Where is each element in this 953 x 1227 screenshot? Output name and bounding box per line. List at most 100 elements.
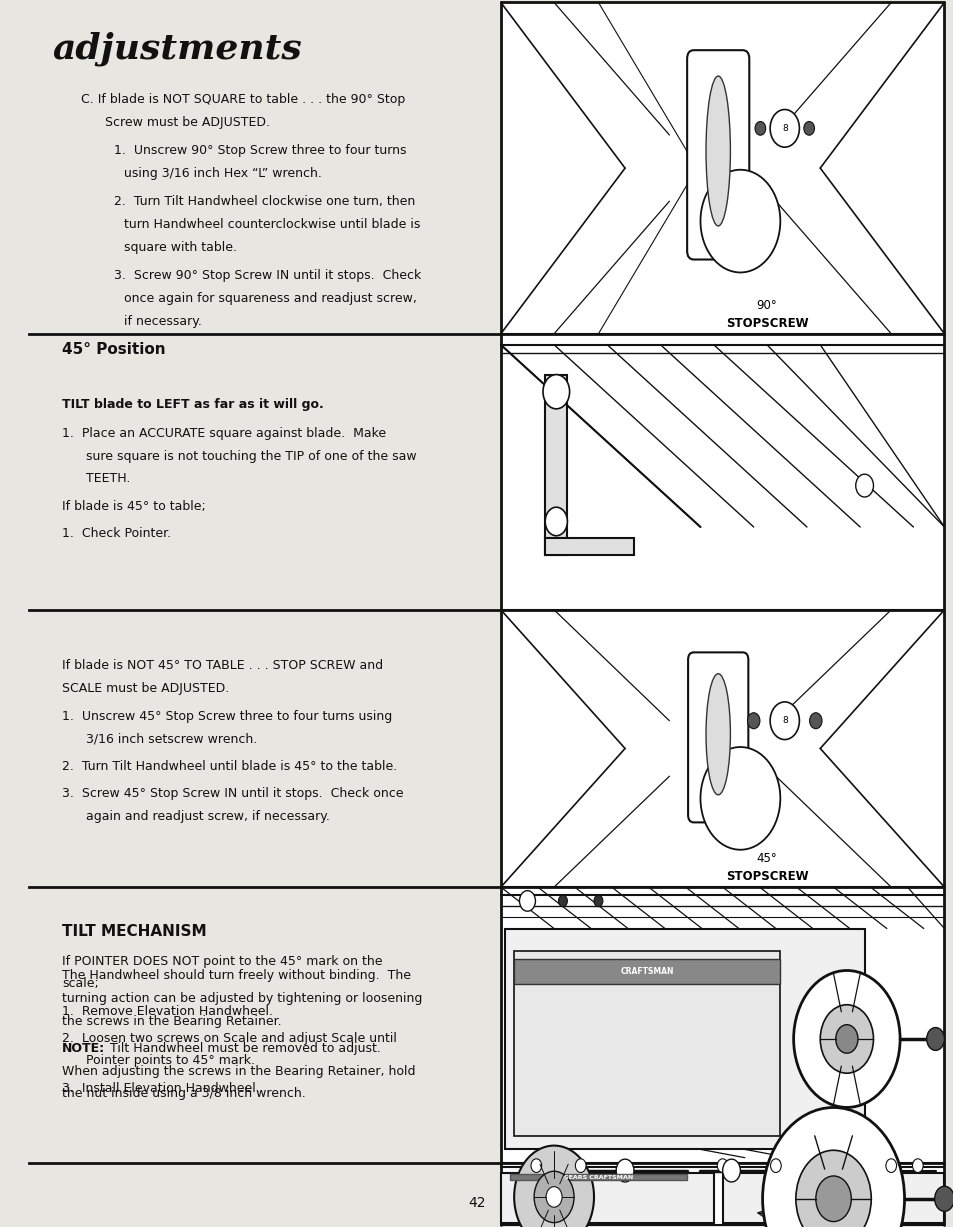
FancyBboxPatch shape [686, 50, 748, 260]
Bar [500, 1173, 713, 1223]
Circle shape [769, 702, 799, 740]
Text: the nut inside using a 3/8 inch wrench.: the nut inside using a 3/8 inch wrench. [62, 1087, 306, 1101]
Circle shape [795, 1150, 870, 1227]
Text: If blade is 45° to table;: If blade is 45° to table; [62, 499, 206, 513]
Circle shape [925, 1027, 943, 1050]
Text: 1.  Check Pointer.: 1. Check Pointer. [62, 526, 171, 540]
Text: TWO SCREWS: TWO SCREWS [798, 1222, 866, 1227]
Text: SEARS CRAFTSMAN: SEARS CRAFTSMAN [563, 1174, 633, 1180]
Circle shape [575, 1158, 585, 1173]
Text: turn Handwheel counterclockwise until blade is: turn Handwheel counterclockwise until bl… [124, 218, 420, 231]
Circle shape [809, 713, 821, 729]
Circle shape [594, 896, 602, 907]
Text: TILT blade to LEFT as far as it will go.: TILT blade to LEFT as far as it will go. [62, 398, 323, 411]
Text: 45° Position: 45° Position [62, 342, 166, 357]
Circle shape [519, 891, 535, 912]
Circle shape [793, 971, 899, 1108]
Text: If POINTER DOES NOT point to the 45° mark on the: If POINTER DOES NOT point to the 45° mar… [62, 955, 382, 968]
Circle shape [545, 507, 567, 536]
Text: C. If blade is NOT SQUARE to table . . . the 90° Stop: C. If blade is NOT SQUARE to table . . .… [81, 93, 405, 107]
Text: 1.  Place an ACCURATE square against blade.  Make: 1. Place an ACCURATE square against blad… [62, 427, 386, 440]
Ellipse shape [705, 76, 730, 226]
Circle shape [558, 896, 567, 907]
Circle shape [542, 374, 569, 409]
Circle shape [616, 1160, 633, 1182]
Text: using 3/16 inch Hex “L” wrench.: using 3/16 inch Hex “L” wrench. [124, 167, 321, 180]
Circle shape [770, 1158, 781, 1173]
Circle shape [934, 1187, 953, 1211]
Text: again and readjust screw, if necessary.: again and readjust screw, if necessary. [86, 810, 330, 823]
Bar [500, 887, 943, 1163]
Text: once again for squareness and readjust screw,: once again for squareness and readjust s… [124, 292, 416, 304]
Bar [544, 375, 567, 555]
Text: scale;: scale; [62, 977, 99, 990]
Text: 2.  Loosen two screws on Scale and adjust Scale until: 2. Loosen two screws on Scale and adjust… [62, 1032, 396, 1044]
Text: 2.  Turn Tilt Handwheel until blade is 45° to the table.: 2. Turn Tilt Handwheel until blade is 45… [62, 760, 396, 773]
Text: Pointer points to 45° mark.: Pointer points to 45° mark. [86, 1054, 254, 1067]
Circle shape [717, 1158, 727, 1173]
Text: 3.  Install Elevation Handwheel.: 3. Install Elevation Handwheel. [62, 1082, 259, 1094]
Text: 42: 42 [468, 1196, 485, 1210]
Circle shape [761, 1108, 903, 1227]
Text: If blade is NOT 45° TO TABLE . . . STOP SCREW and: If blade is NOT 45° TO TABLE . . . STOP … [62, 659, 383, 672]
Bar [500, 1163, 943, 1225]
FancyBboxPatch shape [687, 653, 747, 822]
Circle shape [531, 1158, 541, 1173]
Circle shape [855, 474, 873, 497]
Text: STOPSCREW: STOPSCREW [725, 870, 807, 883]
Circle shape [885, 1158, 896, 1173]
Text: Tilt Handwheel must be removed to adjust.: Tilt Handwheel must be removed to adjust… [102, 1042, 380, 1055]
Text: 90°: 90° [756, 298, 777, 312]
Text: 1.  Unscrew 90° Stop Screw three to four turns: 1. Unscrew 90° Stop Screw three to four … [114, 145, 407, 157]
Text: 2.  Turn Tilt Handwheel clockwise one turn, then: 2. Turn Tilt Handwheel clockwise one tur… [114, 195, 416, 209]
Circle shape [912, 1158, 923, 1173]
Text: Screw must be ADJUSTED.: Screw must be ADJUSTED. [105, 115, 270, 129]
Bar [722, 1173, 943, 1223]
Circle shape [769, 109, 799, 147]
Circle shape [545, 1187, 561, 1207]
Text: NOTE:: NOTE: [62, 1042, 105, 1055]
Circle shape [754, 121, 765, 135]
Text: square with table.: square with table. [124, 240, 236, 254]
Bar [544, 537, 633, 555]
Text: 3.  Screw 45° Stop Screw IN until it stops.  Check once: 3. Screw 45° Stop Screw IN until it stop… [62, 788, 403, 800]
Text: 3/16 inch setscrew wrench.: 3/16 inch setscrew wrench. [86, 733, 257, 746]
Bar [514, 951, 780, 1136]
Bar [500, 610, 943, 887]
Circle shape [820, 1005, 873, 1074]
Circle shape [815, 1175, 850, 1222]
Text: turning action can be adjusted by tightening or loosening: turning action can be adjusted by tighte… [62, 991, 422, 1005]
Text: TEETH.: TEETH. [86, 472, 131, 486]
Bar [500, 334, 943, 610]
Circle shape [803, 121, 814, 135]
Text: SCALE must be ADJUSTED.: SCALE must be ADJUSTED. [62, 682, 229, 694]
Text: 3.  Screw 90° Stop Screw IN until it stops.  Check: 3. Screw 90° Stop Screw IN until it stop… [114, 269, 421, 282]
Text: ADJUST THESE: ADJUST THESE [798, 1220, 871, 1227]
Circle shape [700, 169, 780, 272]
Text: TILT HANDWHEEL: TILT HANDWHEEL [788, 1166, 877, 1174]
Circle shape [835, 1025, 857, 1053]
Ellipse shape [705, 674, 730, 795]
Text: When adjusting the screws in the Bearing Retainer, hold: When adjusting the screws in the Bearing… [62, 1065, 416, 1077]
Text: 1.  Unscrew 45° Stop Screw three to four turns using: 1. Unscrew 45° Stop Screw three to four … [62, 710, 392, 723]
Text: the screws in the Bearing Retainer.: the screws in the Bearing Retainer. [62, 1015, 281, 1028]
Text: 8: 8 [781, 124, 787, 133]
Bar [509, 1174, 686, 1180]
Text: CRAFTSMAN: CRAFTSMAN [619, 967, 673, 975]
Text: adjustments: adjustments [52, 32, 302, 66]
Circle shape [722, 1160, 740, 1182]
Circle shape [534, 1172, 574, 1222]
Circle shape [827, 1158, 838, 1173]
Text: TILT MECHANISM: TILT MECHANISM [62, 924, 207, 939]
Circle shape [514, 1146, 594, 1227]
Text: The Handwheel should turn freely without binding.  The: The Handwheel should turn freely without… [62, 969, 411, 983]
Text: 45°: 45° [756, 852, 777, 865]
Text: sure square is not touching the TIP of one of the saw: sure square is not touching the TIP of o… [86, 450, 416, 463]
Bar [514, 960, 780, 984]
Text: STOPSCREW: STOPSCREW [725, 317, 807, 330]
Circle shape [700, 747, 780, 850]
Circle shape [747, 713, 760, 729]
Text: 1.  Remove Elevation Handwheel.: 1. Remove Elevation Handwheel. [62, 1005, 273, 1017]
Text: 8: 8 [781, 717, 787, 725]
Circle shape [837, 1160, 855, 1182]
